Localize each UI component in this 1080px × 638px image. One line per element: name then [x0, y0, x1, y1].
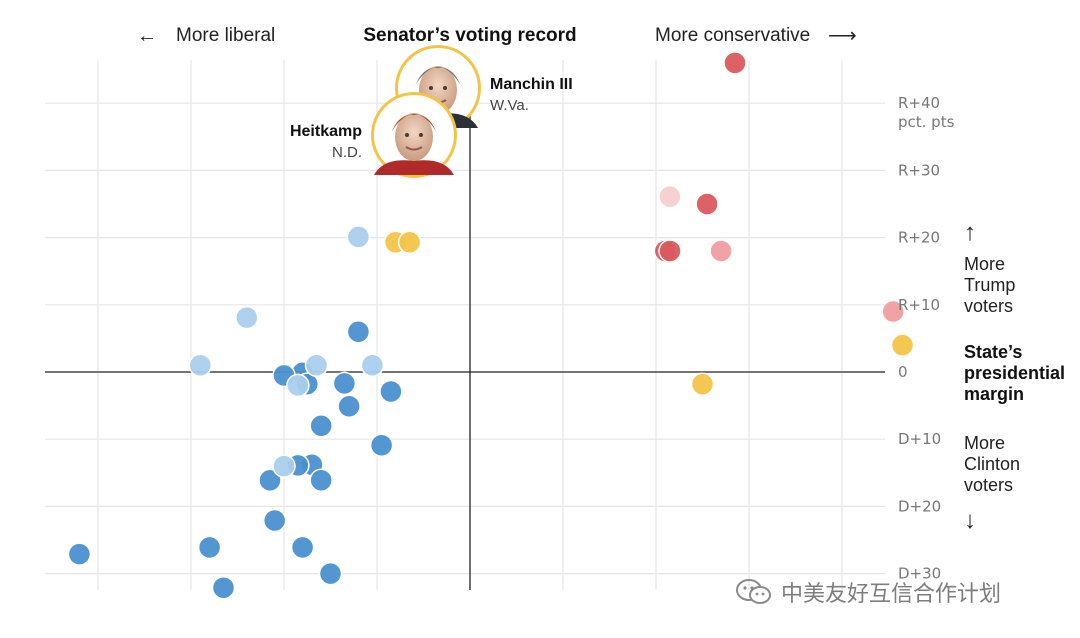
up-label-line: Trump [964, 275, 1015, 295]
up-label-line: voters [964, 296, 1013, 316]
scatter-point-rep [695, 192, 719, 216]
scatter-point-ind [690, 372, 715, 396]
annotation-name-heitkamp: Heitkamp [290, 123, 362, 140]
scatter-point-rep_light [881, 299, 905, 324]
scatter-point-dem [332, 371, 357, 396]
x-left-arrow: ← [137, 25, 157, 47]
heitkamp-portrait-face [395, 113, 433, 161]
scatter-point-dem [337, 394, 361, 419]
manchin-portrait-hair [416, 67, 460, 84]
scatter-point-ind [397, 230, 422, 255]
y-tick-label: D+10 [898, 430, 941, 448]
scatter-point-dem [346, 319, 371, 344]
scatter-point-dem_light [235, 305, 259, 330]
down-label-line: voters [964, 475, 1013, 495]
scatter-point-dem [262, 508, 287, 533]
scatter-point-dem [211, 575, 236, 600]
scatter-point-rep_light [709, 239, 733, 263]
y-axis-label-line: presidential [964, 363, 1065, 383]
x-right-label: More conservative [655, 25, 810, 46]
scatter-point-dem_light [272, 454, 296, 478]
watermark-text: 中美友好互信合作计划 [781, 582, 1002, 607]
down-label-line: Clinton [964, 454, 1020, 474]
up-arrow: ↑ [964, 219, 976, 246]
heitkamp-portrait-eye [405, 133, 409, 137]
y-unit-label: pct. pts [898, 113, 955, 131]
y-tick-label: R+10 [898, 296, 940, 314]
y-tick-label: 0 [898, 363, 908, 381]
scatter-point-dem_light [360, 353, 385, 378]
watermark: 中美友好互信合作计划 [735, 576, 1001, 608]
manchin-portrait-eye [443, 86, 447, 90]
heitkamp-portrait-hair [392, 114, 436, 131]
scatter-point-ind [890, 333, 915, 357]
scatter-point-dem_light [188, 353, 213, 378]
y-tick-label: D+20 [898, 497, 941, 515]
down-arrow: ↓ [964, 507, 976, 534]
scatter-point-rep_pale [658, 184, 682, 209]
annotation-name-manchin: Manchin III [490, 76, 573, 93]
heitkamp-portrait [371, 92, 457, 178]
y-tick-label: R+40 [898, 94, 940, 112]
down-label-line: More [964, 433, 1005, 453]
scatter-point-dem [369, 433, 394, 457]
annotation-state-manchin: W.Va. [490, 97, 529, 114]
scatter-point-dem [309, 414, 333, 438]
up-label-line: More [964, 254, 1005, 274]
heitkamp-portrait-eye [419, 133, 423, 137]
heitkamp-portrait-mouth [405, 146, 423, 151]
scatter-point-dem [258, 468, 282, 492]
y-axis-label-line: State’s [964, 342, 1022, 362]
chart-title: Senator’s voting record [363, 25, 576, 46]
x-right-arrow: ⟶ [828, 25, 857, 47]
scatter-point-dem [290, 535, 315, 560]
scatter-point-rep [658, 239, 682, 263]
scatter-point-dem [309, 468, 333, 492]
scatter-point-dem [379, 379, 403, 404]
x-left-label: More liberal [176, 25, 275, 46]
scatter-point-dem [197, 535, 222, 560]
scatter-point-dem_light [286, 373, 310, 398]
y-tick-label: R+20 [898, 229, 940, 247]
y-axis-label-line: margin [964, 384, 1024, 404]
scatter-point-dem [318, 561, 343, 586]
scatter-point-dem_light [304, 353, 329, 378]
manchin-portrait-eye [429, 86, 433, 90]
scatter-point-rep [723, 51, 747, 75]
y-tick-label: D+30 [898, 565, 941, 583]
annotation-state-heitkamp: N.D. [332, 144, 362, 161]
y-tick-label: R+30 [898, 161, 940, 179]
scatter-point-dem_light [346, 225, 371, 249]
scatter-point-dem [67, 542, 92, 566]
heitkamp-portrait-clothes [374, 160, 454, 175]
wechat-icon [736, 579, 771, 604]
